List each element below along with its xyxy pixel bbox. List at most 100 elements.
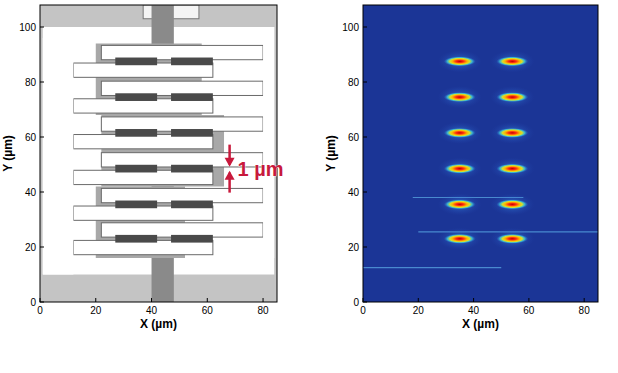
spot bbox=[496, 128, 528, 138]
spot-halo bbox=[490, 158, 534, 180]
y-tick bbox=[40, 302, 44, 303]
y-tick-label: 80 bbox=[348, 77, 360, 88]
x-tick-label: 80 bbox=[257, 305, 269, 316]
spot bbox=[444, 234, 476, 244]
y-tick bbox=[363, 27, 367, 28]
arrow-head bbox=[225, 171, 235, 180]
contact-bar bbox=[115, 129, 157, 137]
spot bbox=[496, 234, 528, 244]
streak bbox=[363, 267, 501, 268]
plot-area bbox=[363, 5, 598, 302]
contact-bar bbox=[171, 201, 213, 209]
spot bbox=[444, 199, 476, 209]
y-tick-label: 40 bbox=[25, 187, 37, 198]
substrate bbox=[40, 5, 277, 302]
spot-halo bbox=[490, 193, 534, 215]
left-spine bbox=[43, 38, 74, 275]
canvas: 0 20 40 60 80 0 20 40 60 80 100 X (µm) Y (µm) 1 µm 0 20… bbox=[0, 0, 618, 373]
spot-halo bbox=[438, 86, 482, 108]
y-axis-label: Y (µm) bbox=[1, 135, 15, 172]
spot bbox=[496, 56, 528, 66]
contact-bar bbox=[171, 165, 213, 173]
y-axis-label: Y (µm) bbox=[324, 135, 338, 172]
y-tick-label: 100 bbox=[342, 22, 359, 33]
x-tick bbox=[151, 298, 152, 302]
x-tick-label: 40 bbox=[146, 305, 158, 316]
metal-area bbox=[43, 27, 274, 275]
contact-bar bbox=[115, 58, 157, 66]
x-tick bbox=[528, 298, 529, 302]
x-tick-label: 80 bbox=[579, 305, 591, 316]
spot-halo bbox=[490, 228, 534, 250]
y-tick-label: 60 bbox=[348, 132, 360, 143]
figure: 0 20 40 60 80 0 20 40 60 80 100 X (µm) Y (µm) 1 µm 0 20… bbox=[0, 0, 618, 373]
y-tick-label: 60 bbox=[25, 132, 37, 143]
y-tick bbox=[40, 27, 44, 28]
y-tick bbox=[363, 192, 367, 193]
y-tick-label: 80 bbox=[25, 77, 37, 88]
contact-bar bbox=[115, 93, 157, 101]
y-tick-label: 40 bbox=[348, 187, 360, 198]
x-tick bbox=[363, 298, 364, 302]
x-tick-label: 20 bbox=[413, 305, 425, 316]
contact-bar bbox=[171, 58, 213, 66]
x-tick bbox=[418, 298, 419, 302]
x-axis-label: X (µm) bbox=[140, 317, 177, 331]
spot bbox=[496, 164, 528, 174]
annotation: 1 µm bbox=[238, 158, 284, 180]
x-axis-label: X (µm) bbox=[462, 317, 499, 331]
spot-halo bbox=[438, 193, 482, 215]
contact-bar bbox=[171, 235, 213, 243]
spot-halo bbox=[438, 122, 482, 144]
x-tick bbox=[40, 298, 41, 302]
x-tick bbox=[584, 298, 585, 302]
x-tick-label: 0 bbox=[37, 305, 43, 316]
y-tick bbox=[363, 247, 367, 248]
spot-halo bbox=[490, 86, 534, 108]
heatmap-background bbox=[363, 5, 598, 302]
x-tick-label: 40 bbox=[468, 305, 480, 316]
spot-halo bbox=[490, 122, 534, 144]
frame bbox=[40, 5, 277, 302]
y-tick-label: 20 bbox=[348, 242, 360, 253]
spot-halo bbox=[438, 228, 482, 250]
contact-bar bbox=[171, 129, 213, 137]
x-tick-label: 60 bbox=[523, 305, 535, 316]
contact-bar bbox=[115, 235, 157, 243]
x-tick-label: 0 bbox=[360, 305, 366, 316]
x-tick-label: 20 bbox=[90, 305, 102, 316]
contact-bar bbox=[115, 201, 157, 209]
y-tick bbox=[40, 82, 44, 83]
spot bbox=[444, 128, 476, 138]
y-tick bbox=[363, 302, 367, 303]
arrow-head bbox=[225, 158, 235, 167]
x-tick-label: 60 bbox=[202, 305, 214, 316]
right-spine bbox=[263, 27, 274, 258]
x-tick bbox=[95, 298, 96, 302]
x-tick bbox=[207, 298, 208, 302]
y-tick bbox=[363, 82, 367, 83]
y-tick bbox=[40, 192, 44, 193]
y-tick bbox=[40, 247, 44, 248]
y-tick-label: 0 bbox=[353, 297, 359, 308]
spot bbox=[496, 92, 528, 102]
contact-bar bbox=[115, 165, 157, 173]
x-tick bbox=[473, 298, 474, 302]
spot-halo bbox=[438, 158, 482, 180]
x-tick bbox=[263, 298, 264, 302]
frame bbox=[363, 5, 598, 302]
plot-area bbox=[40, 5, 277, 302]
contact-bar bbox=[171, 93, 213, 101]
y-tick bbox=[40, 137, 44, 138]
spot bbox=[496, 199, 528, 209]
spot bbox=[444, 164, 476, 174]
y-tick-label: 100 bbox=[19, 22, 36, 33]
spot bbox=[444, 56, 476, 66]
spot-halo bbox=[438, 50, 482, 72]
spot-halo bbox=[490, 50, 534, 72]
y-tick-label: 20 bbox=[25, 242, 37, 253]
spot bbox=[444, 92, 476, 102]
y-tick bbox=[363, 137, 367, 138]
y-tick-label: 0 bbox=[30, 297, 36, 308]
annotation-arrows bbox=[225, 145, 235, 193]
